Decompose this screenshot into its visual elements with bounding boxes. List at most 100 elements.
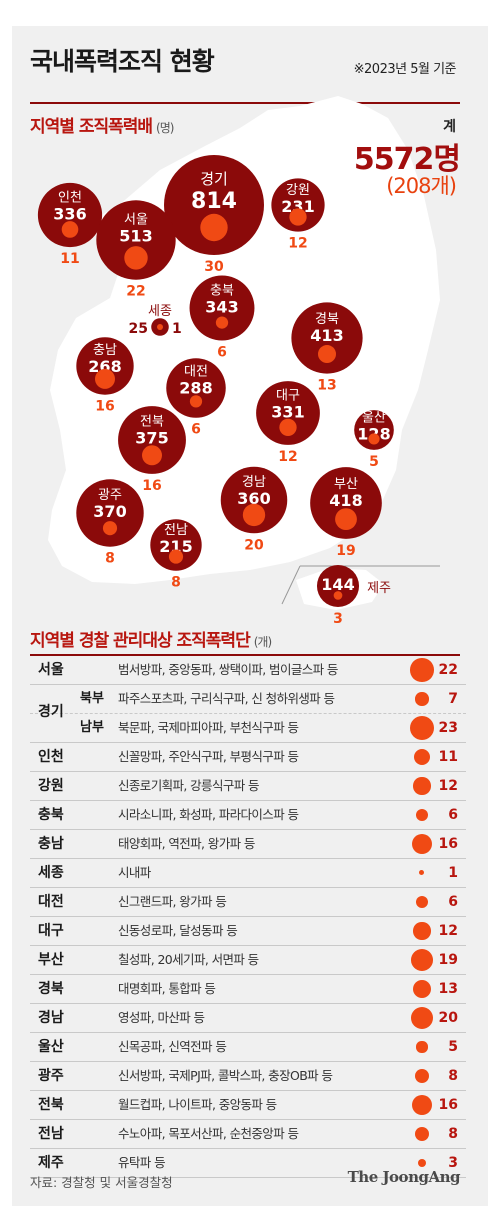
table-subregion: 남부 [80, 720, 104, 735]
table-row: 광주 신서방파, 국제PJ파, 콜박스파, 충장OB파 등 8 [30, 1062, 466, 1091]
table-region: 대전 [38, 894, 64, 910]
table-count-dot [410, 658, 434, 682]
table-count: 20 [438, 1010, 458, 1026]
group-dot-충북 [215, 316, 229, 329]
member-count-전북: 375 [135, 429, 168, 448]
table-row: 경북 대명회파, 통합파 등 13 [30, 975, 466, 1004]
group-dot-대전 [189, 395, 203, 408]
bubble-서울 [96, 200, 176, 280]
table-count-dot [415, 692, 429, 706]
table-region: 경북 [38, 981, 64, 997]
bubble-충남 [76, 337, 134, 395]
table-row: 울산 신목공파, 신역전파 등 5 [30, 1033, 466, 1062]
bubble-울산 [354, 410, 394, 450]
table-gang-names: 시라소니파, 화성파, 파라다이스파 등 [118, 807, 299, 822]
bubble-대전 [166, 358, 226, 418]
title-divider [30, 102, 460, 104]
table-gang-names: 시내파 [118, 865, 151, 880]
table-gang-names: 신동성로파, 달성동파 등 [118, 923, 238, 938]
group-count-충북: 6 [217, 344, 227, 360]
table-gang-names: 수노아파, 목포서산파, 순천중앙파 등 [118, 1126, 299, 1141]
table-region: 제주 [38, 1155, 64, 1171]
region-label-인천: 인천 [58, 191, 82, 206]
table-count-dot [412, 979, 431, 998]
group-dot-인천 [61, 221, 79, 238]
table-region: 전북 [38, 1097, 64, 1113]
group-count-대구: 12 [278, 449, 297, 465]
table-row: 대구 신동성로파, 달성동파 등 12 [30, 917, 466, 946]
section2-title-text: 지역별 경찰 관리대상 조직폭력단 [30, 631, 251, 651]
region-label-대구: 대구 [276, 389, 300, 404]
group-count-경남: 20 [244, 537, 264, 553]
table-row: 충북 시라소니파, 화성파, 파라다이스파 등 6 [30, 801, 466, 830]
table-count-dot [411, 833, 432, 854]
region-label-부산: 부산 [334, 477, 358, 492]
region-label-전남: 전남 [164, 523, 188, 538]
region-label-서울: 서울 [124, 212, 148, 227]
group-count-서울: 22 [126, 284, 145, 300]
bubble-경남 [220, 466, 288, 534]
member-count-경남: 360 [237, 489, 270, 508]
group-dot-경북 [317, 345, 337, 364]
bubble-대구 [256, 381, 320, 445]
group-dot-대구 [279, 418, 297, 437]
bubble-인천 [37, 182, 103, 248]
table-row: 부산 칠성파, 20세기파, 서면파 등 19 [30, 946, 466, 975]
table-count-dot [410, 716, 434, 740]
table-count: 5 [448, 1039, 458, 1055]
group-count-전남: 8 [171, 575, 181, 591]
publisher-logo: The JoongAng [347, 1168, 461, 1186]
table-gang-names: 영성파, 마산파 등 [118, 1010, 205, 1025]
table-gang-names: 파주스포츠파, 구리식구파, 신 청하위생파 등 [118, 691, 335, 706]
table-count: 19 [438, 952, 458, 968]
table-count-dot [416, 1041, 428, 1053]
bubble-경북 [291, 302, 363, 374]
bubble-경기 [164, 155, 264, 255]
member-count-대전: 288 [179, 379, 212, 398]
region-label-경북: 경북 [315, 312, 339, 327]
table-row: 인천 신꼴망파, 주안식구파, 부평식구파 등 11 [30, 743, 466, 772]
bubble-전북 [118, 406, 186, 474]
total-label: 계 [443, 119, 456, 135]
table-gang-names: 신꼴망파, 주안식구파, 부평식구파 등 [118, 749, 299, 764]
group-count-인천: 11 [60, 251, 79, 267]
region-label-강원: 강원 [286, 183, 310, 198]
section1-title: 지역별 조직폭력배 (명) [30, 112, 174, 137]
table-count-dot [414, 1126, 430, 1142]
group-dot-서울 [124, 246, 148, 270]
group-dot-세종 [157, 324, 163, 330]
section2-unit: (개) [253, 635, 272, 649]
region-label-대전: 대전 [184, 365, 208, 380]
table-count: 7 [448, 691, 458, 707]
table-count: 16 [438, 836, 458, 852]
table-row: 제주 유탁파 등 3 [30, 1149, 466, 1178]
table-row: 서울 범서방파, 중앙동파, 쌍택이파, 범이글스파 등 22 [30, 656, 466, 685]
table-top-rule [30, 654, 460, 656]
region-label-경남: 경남 [242, 475, 266, 490]
region-label-충남: 충남 [93, 343, 117, 358]
group-count-강원: 12 [288, 236, 307, 252]
table-subregion: 북부 [80, 691, 104, 706]
table-gang-names: 범서방파, 중앙동파, 쌍택이파, 범이글스파 등 [118, 662, 338, 677]
table-count-dot [415, 895, 429, 909]
table-region: 울산 [38, 1039, 64, 1055]
bubble-광주 [76, 479, 144, 547]
group-count-전북: 16 [142, 478, 161, 494]
table-region: 인천 [38, 749, 64, 765]
table-gang-names: 태양회파, 역전파, 왕가파 등 [118, 836, 255, 851]
table-count: 12 [438, 923, 458, 939]
table-gang-names: 칠성파, 20세기파, 서면파 등 [118, 952, 259, 967]
table-gang-names: 신서방파, 국제PJ파, 콜박스파, 충장OB파 등 [118, 1068, 333, 1083]
region-label-제주: 제주 [367, 581, 391, 596]
member-count-경북: 413 [310, 326, 343, 345]
group-count-울산: 5 [369, 454, 379, 470]
table-row: 전북 월드컵파, 나이트파, 중앙동파 등 16 [30, 1091, 466, 1120]
group-dot-전남 [168, 549, 184, 564]
table-region: 강원 [38, 778, 64, 794]
table-gang-names: 월드컵파, 나이트파, 중앙동파 등 [118, 1097, 277, 1112]
member-count-경기: 814 [191, 189, 237, 214]
table-count: 22 [438, 662, 458, 678]
table-region: 전남 [38, 1126, 64, 1142]
region-label-경기: 경기 [200, 170, 228, 188]
source-text: 자료: 경찰청 및 서울경찰청 [30, 1175, 173, 1190]
